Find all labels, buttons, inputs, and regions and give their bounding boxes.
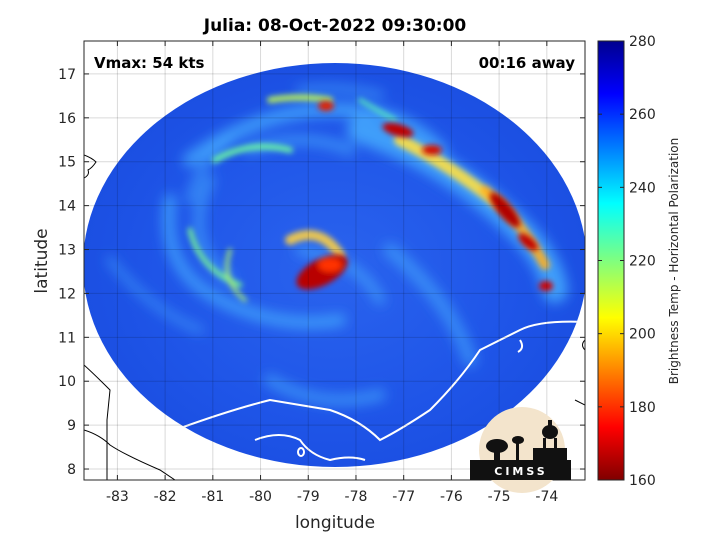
colorbar-ticks: 160 180 200 220 240 260 280	[598, 34, 656, 489]
colorbar-tick-label: 160	[629, 473, 656, 489]
y-axis-label: latitude	[32, 228, 52, 293]
colorbar	[597, 40, 625, 481]
x-tick-label: -81	[201, 489, 224, 505]
x-tick-label: -80	[249, 489, 272, 505]
chart-title: Julia: 08-Oct-2022 09:30:00	[203, 16, 467, 36]
y-axis-ticks: 8 9 10 11 12 13 14 15 16 17	[58, 67, 585, 478]
y-tick-label: 10	[58, 374, 76, 390]
x-tick-label: -79	[297, 489, 320, 505]
y-tick-label: 14	[58, 199, 76, 215]
cimss-logo: CIMSS	[470, 407, 571, 493]
colorbar-label: Brightness Temp - Horizontal Polarizatio…	[667, 138, 681, 385]
colorbar-tick-label: 220	[629, 254, 656, 270]
y-tick-label: 9	[67, 418, 76, 434]
y-tick-label: 16	[58, 111, 76, 127]
x-tick-label: -78	[345, 489, 368, 505]
axes-box	[83, 40, 586, 481]
svg-text:CIMSS: CIMSS	[494, 465, 547, 478]
x-tick-label: -83	[106, 489, 129, 505]
away-annotation: 00:16 away	[479, 54, 576, 72]
gridlines	[84, 41, 585, 480]
colorbar-tick-label: 240	[629, 180, 656, 196]
y-tick-label: 8	[67, 462, 76, 478]
x-tick-label: -75	[488, 489, 511, 505]
colorbar-tick-label: 260	[629, 107, 656, 123]
x-tick-label: -82	[154, 489, 177, 505]
y-tick-label: 15	[58, 155, 76, 171]
y-tick-label: 11	[58, 330, 76, 346]
swath-image	[84, 63, 585, 480]
x-axis-ticks: -83 -82 -81 -80 -79 -78 -77 -76 -75 -74	[106, 41, 558, 505]
colorbar-tick-label: 280	[629, 34, 656, 50]
y-tick-label: 13	[58, 243, 76, 259]
vmax-annotation: Vmax: 54 kts	[94, 54, 204, 72]
y-tick-label: 12	[58, 286, 76, 302]
colorbar-tick-label: 180	[629, 400, 656, 416]
x-tick-label: -76	[440, 489, 463, 505]
x-tick-label: -77	[392, 489, 415, 505]
x-tick-label: -74	[535, 489, 558, 505]
y-tick-label: 17	[58, 67, 76, 83]
colorbar-tick-label: 200	[629, 327, 656, 343]
x-axis-label: longitude	[295, 513, 375, 533]
